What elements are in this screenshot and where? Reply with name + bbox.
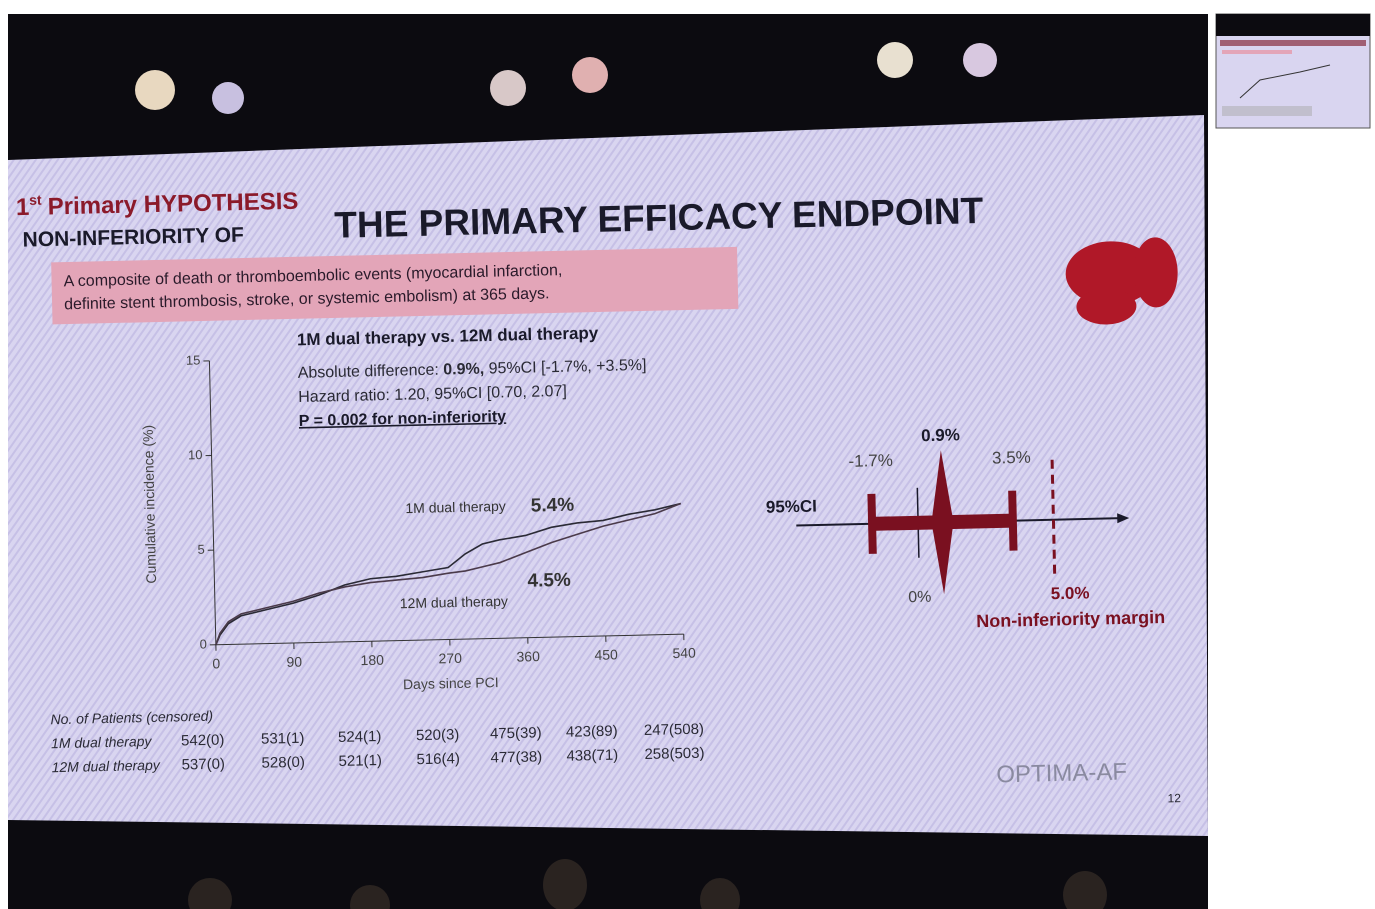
risk-cell: 258(503) [644,745,704,763]
risk-cell: 477(38) [490,748,542,766]
x-tick-label: 0 [212,655,220,671]
abs-prefix: Absolute difference: [298,362,444,382]
series-end-label: 4.5% [527,570,571,592]
risk-row-label: 12M dual therapy [51,757,161,775]
risk-cell: 438(71) [566,747,618,765]
x-tick-label: 90 [286,654,302,670]
hypothesis-number: 1 [16,194,30,221]
risk-cell: 475(39) [490,724,542,742]
risk-cell: 524(1) [338,728,382,746]
y-tick-label: 15 [186,352,201,367]
y-tick-label: 5 [197,542,205,557]
reference-label: 0% [908,589,932,607]
risk-cell: 247(508) [644,721,704,739]
x-tick-label: 180 [360,652,384,669]
series-label: 12M dual therapy [400,593,509,611]
risk-cell: 423(89) [566,723,618,741]
upper-label: 3.5% [992,448,1031,468]
hypothesis-suffix: st [29,191,42,207]
ci-lower-cap [867,494,876,554]
series-end-label: 5.4% [531,495,575,517]
hypothesis-text: Primary HYPOTHESIS [47,188,298,221]
y-tick-label: 0 [199,636,207,651]
ci-label: 95%CI [766,497,817,517]
risk-row-label: 1M dual therapy [51,733,153,751]
risk-cell: 537(0) [181,756,225,774]
page: 1stPrimary HYPOTHESIS NON-INFERIORITY OF… [0,0,1375,909]
x-axis-title: Days since PCI [403,674,499,692]
risk-cell: 516(4) [416,750,460,768]
ci-upper-cap [1008,491,1017,551]
margin-label: 5.0% [1051,583,1090,603]
thumbnail [1216,14,1370,128]
risk-cell: 531(1) [261,730,305,748]
risk-cell: 520(3) [416,726,460,744]
risk-cell: 542(0) [181,732,225,750]
logo: OPTIMA-AF [996,758,1127,788]
value-label: 0.9% [921,425,960,445]
series-label: 1M dual therapy [405,498,506,516]
x-tick-label: 270 [438,650,462,667]
x-tick-label: 540 [672,645,696,662]
risk-cell: 528(0) [261,754,305,772]
x-tick-label: 450 [594,646,618,663]
photo: 1stPrimary HYPOTHESIS NON-INFERIORITY OF… [0,0,1375,909]
risk-cell: 521(1) [338,752,382,770]
abs-value: 0.9%, [443,361,484,379]
x-tick-label: 360 [516,648,540,665]
y-tick-label: 10 [188,447,203,462]
lower-label: -1.7% [848,451,893,471]
page-number: 12 [1167,791,1181,805]
